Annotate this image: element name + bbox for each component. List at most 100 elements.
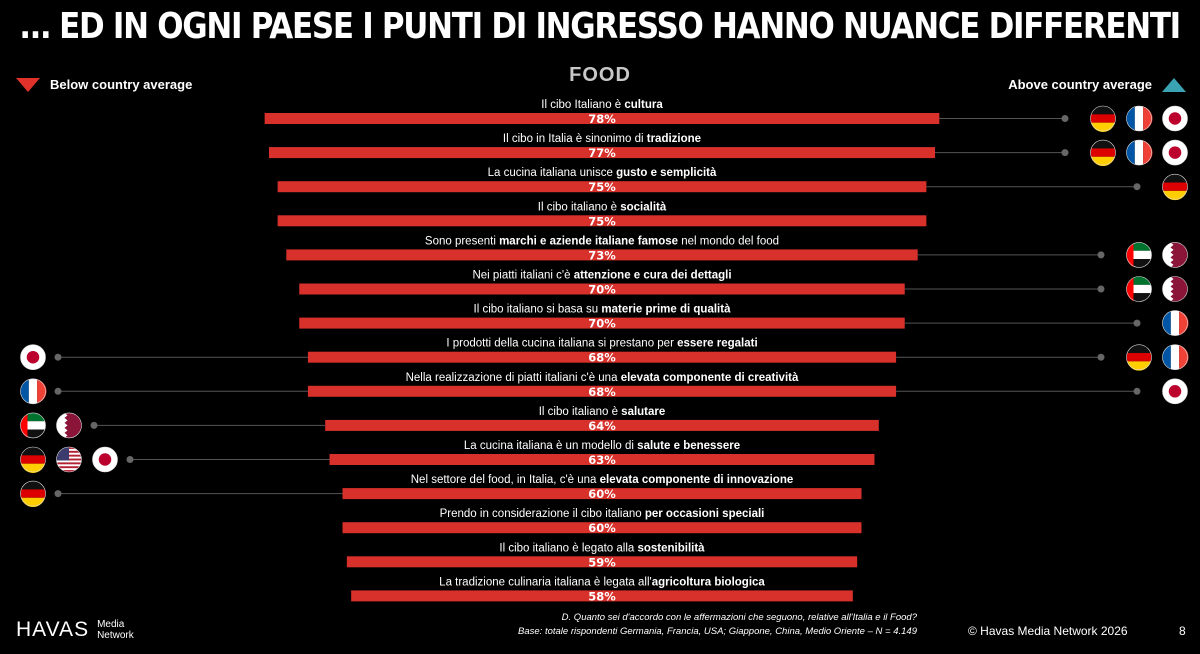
flag-germany-icon [1090,106,1116,132]
category-label-pre: Il cibo italiano è [539,406,621,418]
category-label-pre: La tradizione culinaria italiana è legat… [439,576,652,588]
flag-ring [1126,105,1152,132]
flag-ring [1126,344,1152,371]
flag-ring [1162,173,1188,200]
flag-france-icon [1126,106,1153,131]
flag-ring [1126,139,1152,166]
category-label-bold: marchi e aziende italiane famose [499,235,678,247]
category-label-pre: Il cibo italiano è [538,201,620,213]
category-label-pre: Il cibo italiano è legato alla [499,542,637,554]
value-label: 68% [588,385,616,399]
category-label: Nel settore del food, in Italia, c'è una… [411,474,794,486]
category-label-bold: attenzione e cura dei dettagli [574,270,732,282]
flag-germany-icon [1162,174,1188,201]
flag-ring [1162,378,1188,405]
legend-above-label: Above country average [1008,77,1152,92]
category-label-bold: cultura [624,99,663,111]
category-label: La tradizione culinaria italiana è legat… [439,576,765,588]
bar [277,215,927,227]
category-label-pre: Il cibo italiano si basa su [474,304,602,316]
logo-sub-line-1: Media [97,619,125,630]
value-label: 64% [588,419,616,433]
flag-japan-icon [1162,106,1188,131]
category-label: Il cibo italiano è salutare [539,406,666,418]
value-label: 63% [588,453,616,467]
bar [264,113,940,124]
flag-ring [1126,242,1152,268]
flag-germany-icon [20,447,46,473]
triangle-down-icon [16,77,40,92]
value-label: 58% [588,589,616,603]
connector-dot [1061,115,1069,122]
bar [277,181,927,193]
connector-dot [126,456,134,463]
bar [268,147,936,159]
flag-france-icon [1162,344,1189,370]
flag-ring [1090,105,1116,132]
category-label-pre: Sono presenti [425,235,499,247]
flag-ring [1162,139,1188,166]
flag-france-icon [20,378,47,404]
category-label-bold: socialità [620,201,667,213]
bar [329,454,875,465]
flag-qatar-icon [56,412,82,438]
category-label-bold: essere regalati [677,338,758,350]
legend-above: Above country average [1008,77,1186,92]
bar [346,556,858,568]
flag-uae-icon [20,412,46,439]
value-label: 59% [588,555,616,569]
category-label-pre: Nella realizzazione di piatti italiani c… [406,372,621,384]
flag-germany-icon [1090,140,1116,167]
connector-dot [1133,319,1141,327]
category-label-bold: sostenibilità [637,542,705,554]
connector-dot [1097,285,1105,293]
connector-dot [54,387,62,395]
survey-question: D. Quanto sei d'accordo con le affermazi… [561,612,917,623]
flag-qatar-icon [1162,276,1188,302]
flag-ring [92,446,118,473]
flag-ring [20,344,46,371]
category-label-pre: Nel settore del food, in Italia, c'è una [411,474,600,486]
category-label: La cucina italiana è un modello di salut… [464,440,740,452]
legend-below-label: Below country average [50,77,193,92]
bar [299,283,905,295]
flag-ring [1162,344,1188,371]
flag-japan-icon [1162,378,1188,404]
flag-qatar-icon [1162,242,1188,268]
category-label-bold: tradizione [647,133,701,145]
triangle-up-icon [1162,77,1186,92]
flag-japan-icon [20,344,46,370]
flag-germany-icon [20,481,46,508]
category-label-bold: materie prime di qualità [601,304,731,316]
value-label: 73% [588,248,616,262]
category-label-post: nel mondo del food [678,235,779,247]
category-label-bold: gusto e semplicità [616,167,717,179]
value-label: 68% [588,351,616,365]
category-label-pre: I prodotti della cucina italiana si pres… [446,338,677,350]
legend-below: Below country average [16,77,192,92]
flag-ring [1126,276,1152,302]
connector-dot [90,421,98,429]
category-label-pre: Nei piatti italiani c'è [472,270,573,282]
flag-ring [56,412,82,439]
category-label-bold: elevata componente di creatività [621,372,799,384]
value-label: 75% [588,180,616,194]
page-title: … ED IN OGNI PAESE I PUNTI DI INGRESSO H… [20,6,1181,47]
category-label-bold: salutare [621,406,665,418]
category-label-bold: agricoltura biologica [652,576,766,588]
connector-dot [1097,353,1105,361]
flag-ring [1162,276,1188,302]
value-label: 70% [588,283,616,297]
category-label-pre: La cucina italiana unisce [488,167,617,179]
value-label: 70% [588,317,616,331]
category-label: Il cibo italiano si basa su materie prim… [474,304,732,316]
logo-word: HAVAS [16,618,90,641]
value-label: 60% [588,521,616,535]
flag-ring [20,446,46,473]
connector-dot [54,490,62,498]
connector-dot [54,353,62,361]
flag-ring [20,480,46,507]
value-label: 75% [588,214,616,228]
category-label: Il cibo italiano è socialità [538,201,667,213]
flag-uae-icon [1126,242,1152,269]
